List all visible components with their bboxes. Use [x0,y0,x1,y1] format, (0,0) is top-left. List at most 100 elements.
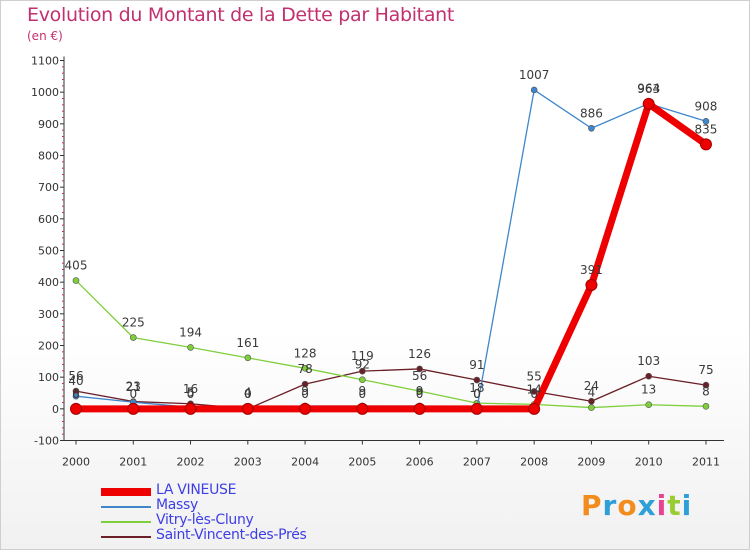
data-label: 963 [637,82,660,96]
data-point [645,372,653,380]
x-tick-label: 2008 [520,456,548,469]
legend-label: Massy [156,497,199,513]
x-tick-label: 2001 [119,456,147,469]
data-point [699,138,712,151]
data-point [530,388,538,395]
data-point [299,402,312,415]
y-tick-label: 300 [38,308,59,321]
data-point [642,97,655,110]
data-label: 1007 [519,68,550,82]
data-point [645,401,653,409]
data-label: 8 [702,384,710,398]
data-label: 964 [637,82,660,96]
data-label: 0 [359,387,367,401]
data-point [301,380,309,388]
data-label: 4 [588,386,596,400]
data-point [72,277,80,284]
x-tick-label: 2004 [291,456,319,469]
data-label: 9 [359,384,367,398]
data-point [187,344,194,351]
data-point [588,397,595,405]
data-label: 835 [695,122,718,136]
data-label: 23 [126,380,141,394]
data-point [473,376,481,384]
y-tick-label: 600 [38,213,59,226]
data-label: 56 [412,369,427,383]
data-label: 0 [72,387,80,401]
legend-label: Saint-Vincent-des-Prés [156,527,307,543]
data-label: 0 [244,387,252,401]
y-tick-label: 900 [38,118,59,131]
data-label: 40 [68,374,83,388]
logo-letter: o [617,489,638,522]
data-label: 908 [695,99,718,113]
data-label: 0 [473,387,481,401]
data-point [359,367,366,375]
data-point [184,402,197,415]
proxiti-logo: Proxiti [581,489,692,522]
data-point [72,392,80,400]
x-tick-label: 2009 [577,456,605,469]
data-point [416,387,423,395]
data-label: 91 [469,358,484,372]
series-line [75,368,707,410]
data-point [413,402,426,415]
data-label: 55 [527,369,542,383]
data-label: 16 [183,382,198,396]
logo-letter: i [681,489,693,522]
data-label: 5 [187,385,195,399]
x-tick-label: 2005 [348,456,376,469]
y-tick-label: 1100 [31,55,59,68]
data-label: 103 [637,354,660,368]
data-point [244,354,252,362]
data-point [588,404,595,411]
data-label: 225 [122,316,145,330]
data-point [702,402,710,410]
series-line [75,279,707,409]
y-tick-label: -100 [34,435,59,448]
data-label: 0 [301,387,309,401]
data-label: 194 [179,325,202,339]
data-label: 0 [473,387,481,401]
chart-subtitle: (en €) [27,29,63,43]
series-line [72,100,710,413]
legend-swatch [101,488,151,496]
data-label: 161 [236,336,259,350]
data-label: 78 [297,362,312,376]
data-label: 24 [584,379,599,393]
data-label: 405 [65,259,88,273]
data-label: 14 [527,382,542,396]
data-label: 56 [68,369,83,383]
y-tick-label: 700 [38,181,59,194]
data-label: 4 [244,386,252,400]
data-label: 13 [641,383,656,397]
data-label: 128 [294,346,317,360]
series-line [75,89,707,410]
data-point [416,365,423,373]
data-label: 18 [469,381,484,395]
data-label: 126 [408,347,431,361]
data-point [241,402,254,415]
chart-title: Evolution du Montant de la Dette par Hab… [27,4,455,26]
data-point [528,402,541,415]
data-label: 9 [301,384,309,398]
x-tick-label: 2002 [177,456,205,469]
y-tick-label: 200 [38,340,59,353]
data-point [127,402,140,415]
y-tick-label: 0 [52,403,59,416]
x-tick-label: 2011 [692,456,720,469]
legend-label: Vitry-lès-Cluny [156,512,254,528]
data-label: 92 [355,358,370,372]
legend-swatch [101,506,151,508]
data-label: 0 [416,387,424,401]
x-tick-label: 2000 [62,456,90,469]
data-point [585,279,598,292]
legend-swatch [101,536,151,538]
data-label: 886 [580,106,603,120]
data-label: 119 [351,349,374,363]
data-point [359,376,366,384]
logo-letter: P [581,489,603,522]
legend-label: LA VINEUSE [156,482,237,498]
data-label: 0 [244,387,252,401]
